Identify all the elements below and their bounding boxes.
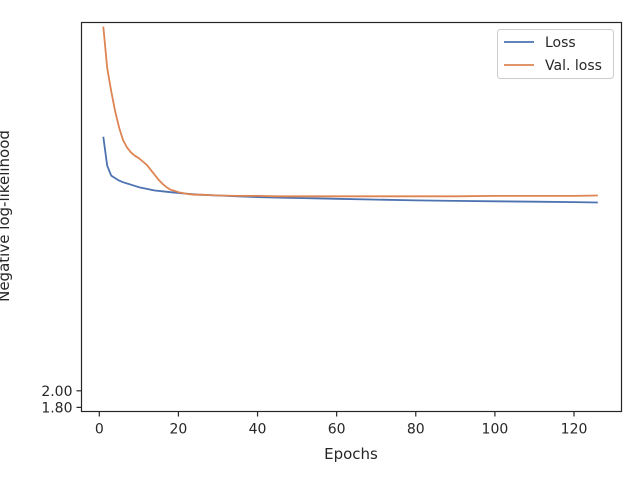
y-axis: 1.802.00	[41, 384, 82, 416]
x-tick-label: 80	[407, 422, 425, 438]
y-tick-label: 1.80	[41, 400, 72, 416]
x-tick-label: 20	[170, 422, 188, 438]
x-axis: 0 20 40 60 80 100 120	[95, 411, 588, 438]
x-tick-label: 100	[482, 422, 509, 438]
x-tick-label: 120	[561, 422, 588, 438]
legend-label-val-loss: Val. loss	[545, 58, 602, 74]
legend-label-loss: Loss	[545, 35, 576, 51]
x-axis-label: Epochs	[324, 445, 378, 463]
x-tick-label: 60	[328, 422, 346, 438]
plot-area	[102, 26, 598, 204]
y-axis-label: Negative log-likelihood	[0, 130, 13, 302]
x-tick-label: 0	[95, 422, 104, 438]
plot-frame	[80, 21, 623, 413]
y-tick-label: 2.00	[41, 384, 72, 400]
x-tick-label: 40	[249, 422, 267, 438]
legend: Loss Val. loss	[497, 29, 614, 79]
series-line-val-loss	[102, 26, 598, 198]
